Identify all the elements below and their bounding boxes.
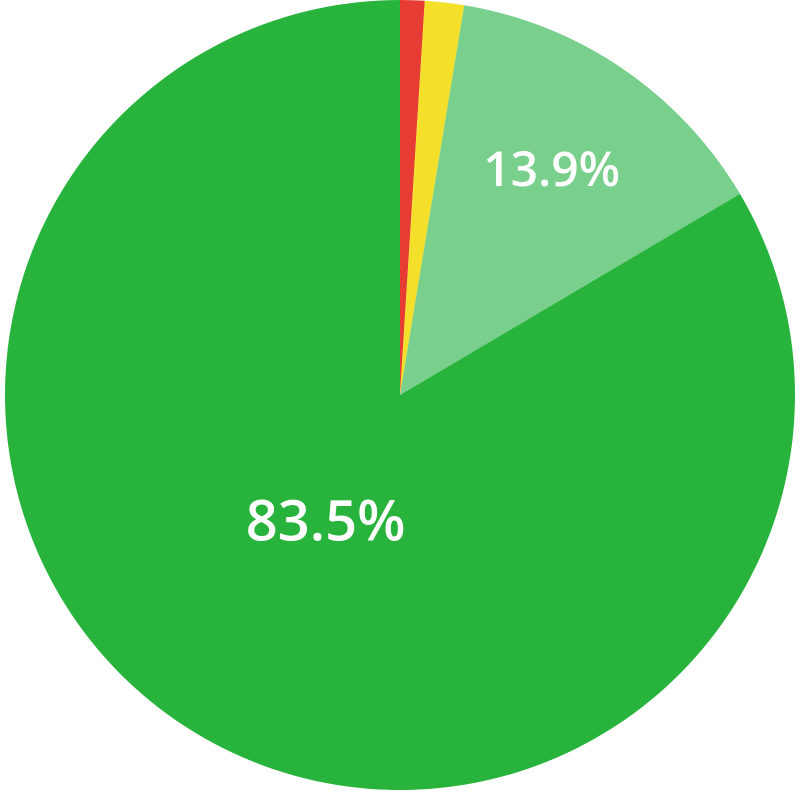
pie-slice-label: 83.5% (246, 481, 406, 557)
pie-slice-label: 13.9% (483, 136, 620, 201)
pie-chart-svg: 13.9% 83.5% (0, 0, 800, 791)
pie-chart: 13.9% 83.5% (0, 0, 800, 791)
